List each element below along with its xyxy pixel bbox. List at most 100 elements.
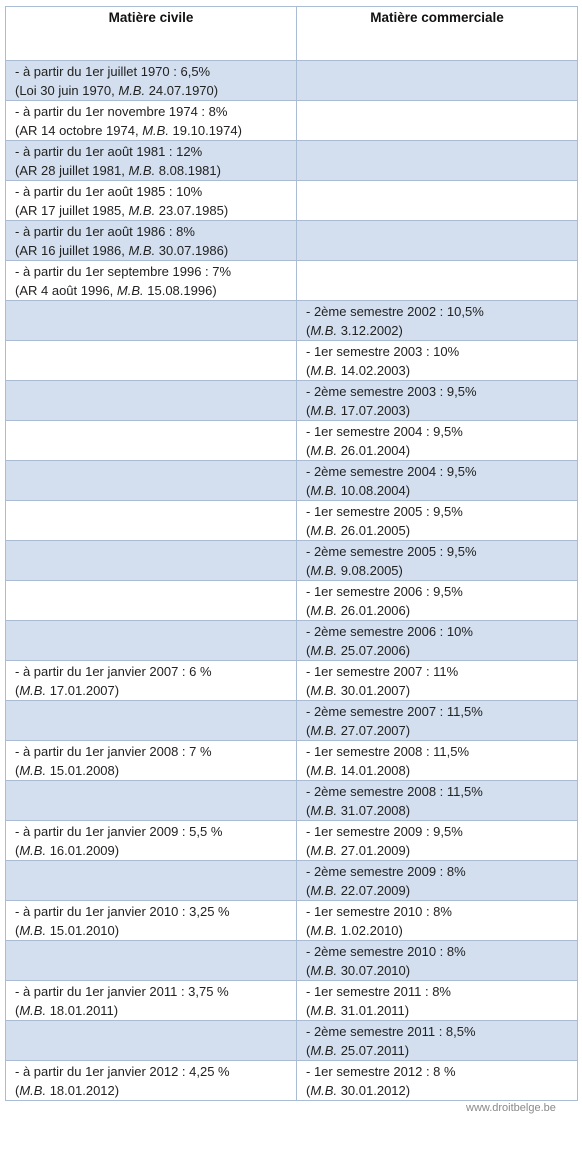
moniteur-belge-abbrev: M.B. xyxy=(310,562,338,578)
reference-date: 27.01.2009) xyxy=(337,842,411,858)
rate-text: - à partir du 1er janvier 2010 : 3,25 % xyxy=(15,903,230,919)
rate-text: - 1er semestre 2003 : 10% xyxy=(306,343,460,359)
commercial-cell: - 1er semestre 2009 : 9,5% (M.B. 27.01.20… xyxy=(296,820,578,861)
reference-date: 30.01.2012) xyxy=(337,1082,411,1098)
civil-cell: - à partir du 1er août 1986 : 8% (AR 16 j… xyxy=(5,220,297,261)
reference-date: 30.01.2007) xyxy=(337,682,411,698)
moniteur-belge-abbrev: M.B. xyxy=(116,282,144,298)
reference-text: (M.B. 26.01.2005) xyxy=(306,521,577,540)
reference-prefix: ( xyxy=(306,482,311,498)
civil-cell: - à partir du 1er janvier 2007 : 6 % (M.B… xyxy=(5,660,297,701)
table-row: - 2ème semestre 2009 : 8% (M.B. 22.07.200… xyxy=(5,860,578,901)
commercial-cell: - 2ème semestre 2011 : 8,5% (M.B. 25.07.2… xyxy=(296,1020,578,1061)
reference-prefix: ( xyxy=(15,842,20,858)
moniteur-belge-abbrev: M.B. xyxy=(310,602,338,618)
table-row: - à partir du 1er janvier 2011 : 3,75 % (… xyxy=(5,980,578,1021)
reference-date: 31.07.2008) xyxy=(337,802,411,818)
rate-text: - 1er semestre 2012 : 8 % xyxy=(306,1063,456,1079)
civil-cell xyxy=(5,340,297,381)
reference-prefix: ( xyxy=(306,562,311,578)
rate-text: - à partir du 1er janvier 2009 : 5,5 % xyxy=(15,823,223,839)
table-row: - 2ème semestre 2007 : 11,5% (M.B. 27.07.… xyxy=(5,700,578,741)
reference-text: (M.B. 18.01.2011) xyxy=(15,1001,296,1020)
reference-prefix: ( xyxy=(306,882,311,898)
reference-text: (AR 16 juillet 1986, M.B. 30.07.1986) xyxy=(15,241,296,260)
reference-text: (M.B. 18.01.2012) xyxy=(15,1081,296,1100)
table-row: - à partir du 1er janvier 2012 : 4,25 % (… xyxy=(5,1060,578,1101)
reference-text: (M.B. 14.01.2008) xyxy=(306,761,577,780)
table-row: - 2ème semestre 2004 : 9,5% (M.B. 10.08.2… xyxy=(5,460,578,501)
reference-prefix: ( xyxy=(306,722,311,738)
reference-date: 15.01.2010) xyxy=(46,922,120,938)
reference-date: 16.01.2009) xyxy=(46,842,120,858)
reference-date: 9.08.2005) xyxy=(337,562,403,578)
moniteur-belge-abbrev: M.B. xyxy=(310,642,338,658)
reference-prefix: ( xyxy=(306,1002,311,1018)
moniteur-belge-abbrev: M.B. xyxy=(142,122,169,138)
rates-table: Matière civile Matière commerciale - à p… xyxy=(5,6,578,1101)
reference-prefix: (AR 14 octobre 1974, xyxy=(15,122,143,138)
table-row: - 1er semestre 2003 : 10% (M.B. 14.02.200… xyxy=(5,340,578,381)
reference-date: 15.08.1996) xyxy=(143,282,217,298)
civil-cell xyxy=(5,420,297,461)
civil-cell: - à partir du 1er septembre 1996 : 7% (AR… xyxy=(5,260,297,301)
reference-date: 17.01.2007) xyxy=(46,682,120,698)
civil-cell xyxy=(5,620,297,661)
commercial-cell xyxy=(296,180,578,221)
reference-prefix: ( xyxy=(306,682,311,698)
rate-text: - 1er semestre 2009 : 9,5% xyxy=(306,823,463,839)
rate-text: - 1er semestre 2007 : 11% xyxy=(306,663,459,679)
reference-date: 14.02.2003) xyxy=(337,362,411,378)
reference-text: (AR 14 octobre 1974, M.B. 19.10.1974) xyxy=(15,121,296,140)
civil-cell: - à partir du 1er août 1985 : 10% (AR 17 … xyxy=(5,180,297,221)
commercial-cell: - 1er semestre 2006 : 9,5% (M.B. 26.01.20… xyxy=(296,580,578,621)
reference-date: 19.10.1974) xyxy=(168,122,242,138)
reference-text: (M.B. 10.08.2004) xyxy=(306,481,577,500)
moniteur-belge-abbrev: M.B. xyxy=(118,82,146,98)
table-row: - 1er semestre 2006 : 9,5% (M.B. 26.01.20… xyxy=(5,580,578,621)
civil-cell xyxy=(5,380,297,421)
moniteur-belge-abbrev: M.B. xyxy=(128,242,156,258)
table-row: - à partir du 1er janvier 2007 : 6 % (M.B… xyxy=(5,660,578,701)
moniteur-belge-abbrev: M.B. xyxy=(310,762,338,778)
reference-text: (AR 28 juillet 1981, M.B. 8.08.1981) xyxy=(15,161,296,180)
civil-cell xyxy=(5,860,297,901)
reference-text: (M.B. 26.01.2004) xyxy=(306,441,577,460)
moniteur-belge-abbrev: M.B. xyxy=(19,1082,47,1098)
commercial-cell xyxy=(296,100,578,141)
commercial-cell: - 2ème semestre 2008 : 11,5% (M.B. 31.07.… xyxy=(296,780,578,821)
reference-text: (M.B. 30.01.2012) xyxy=(306,1081,577,1100)
reference-text: (AR 17 juillet 1985, M.B. 23.07.1985) xyxy=(15,201,296,220)
reference-date: 24.07.1970) xyxy=(145,82,219,98)
moniteur-belge-abbrev: M.B. xyxy=(128,202,156,218)
civil-cell xyxy=(5,460,297,501)
reference-text: (M.B. 9.08.2005) xyxy=(306,561,577,580)
rate-text: - à partir du 1er janvier 2007 : 6 % xyxy=(15,663,212,679)
commercial-cell xyxy=(296,220,578,261)
reference-text: (M.B. 31.07.2008) xyxy=(306,801,577,820)
reference-prefix: (Loi 30 juin 1970, xyxy=(15,82,119,98)
moniteur-belge-abbrev: M.B. xyxy=(310,482,338,498)
rate-text: - à partir du 1er janvier 2011 : 3,75 % xyxy=(15,983,229,999)
civil-cell xyxy=(5,940,297,981)
rate-text: - à partir du 1er juillet 1970 : 6,5% xyxy=(15,63,211,79)
reference-prefix: ( xyxy=(306,442,311,458)
moniteur-belge-abbrev: M.B. xyxy=(19,1002,47,1018)
civil-cell xyxy=(5,540,297,581)
rate-text: - à partir du 1er janvier 2008 : 7 % xyxy=(15,743,212,759)
reference-date: 30.07.2010) xyxy=(337,962,411,978)
reference-prefix: ( xyxy=(306,842,311,858)
table-body: - à partir du 1er juillet 1970 : 6,5% (Lo… xyxy=(5,60,578,1101)
commercial-cell: - 1er semestre 2005 : 9,5% (M.B. 26.01.20… xyxy=(296,500,578,541)
moniteur-belge-abbrev: M.B. xyxy=(310,682,338,698)
moniteur-belge-abbrev: M.B. xyxy=(310,842,338,858)
moniteur-belge-abbrev: M.B. xyxy=(310,522,338,538)
moniteur-belge-abbrev: M.B. xyxy=(310,1082,338,1098)
moniteur-belge-abbrev: M.B. xyxy=(19,762,47,778)
civil-cell: - à partir du 1er janvier 2011 : 3,75 % (… xyxy=(5,980,297,1021)
table-row: - à partir du 1er septembre 1996 : 7% (AR… xyxy=(5,260,578,301)
rate-text: - 2ème semestre 2007 : 11,5% xyxy=(306,703,483,719)
reference-date: 25.07.2006) xyxy=(337,642,411,658)
reference-text: (M.B. 16.01.2009) xyxy=(15,841,296,860)
reference-text: (M.B. 30.01.2007) xyxy=(306,681,577,700)
